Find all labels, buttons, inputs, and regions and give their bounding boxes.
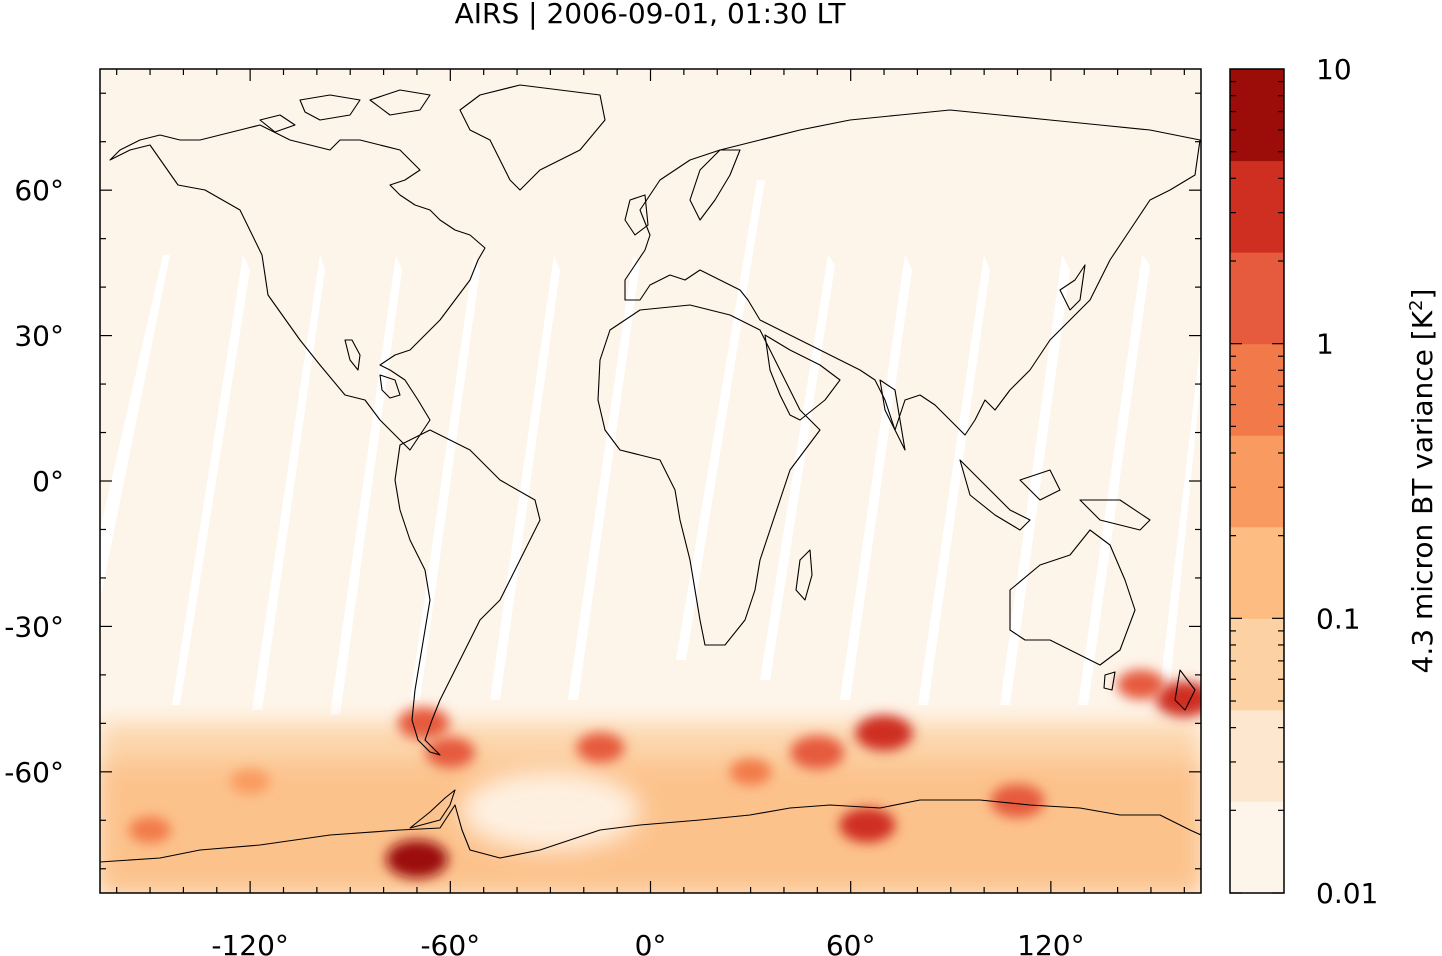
y-tick-label: -60° — [4, 756, 64, 789]
swath-gap — [330, 255, 402, 715]
colorbar-segment — [1230, 69, 1284, 162]
x-tick-label: 120° — [1017, 929, 1084, 956]
coastline-india — [879, 379, 906, 451]
colorbar-segment — [1230, 618, 1284, 711]
colorbar-segment — [1230, 435, 1284, 528]
map-plot-area — [100, 69, 1201, 893]
colorbar-segment — [1230, 526, 1284, 619]
y-tick-labels: 60° 30° 0° -30° -60° — [4, 174, 64, 789]
colorbar-ticks — [1230, 80, 1284, 894]
coastline-british-isles — [624, 194, 649, 236]
swath-gap — [1158, 340, 1201, 705]
swath-gap — [490, 255, 560, 700]
coastline-north-america — [109, 124, 486, 451]
coastline-new-zealand — [1174, 669, 1196, 711]
y-tick-label: 60° — [14, 174, 64, 207]
variance-hotspot — [790, 735, 845, 770]
coastline-antarctic-peninsula — [409, 789, 456, 829]
coastline-eurasia — [624, 109, 1201, 436]
x-tick-labels: -120° -60° 0° 60° 120° — [211, 929, 1084, 956]
variance-hotspot — [1116, 669, 1165, 700]
y-tick-label: 0° — [32, 465, 64, 498]
variance-hotspot — [425, 736, 476, 768]
swath-gap — [840, 255, 912, 700]
y-tick-label: -30° — [4, 610, 64, 643]
colorbar-segment — [1230, 801, 1284, 894]
variance-hotspot — [839, 807, 896, 843]
colorbar-tick-label: 0.01 — [1316, 877, 1378, 910]
colorbar-segment — [1230, 709, 1284, 802]
colorbar — [1230, 69, 1284, 894]
coastline-antarctica — [100, 799, 1201, 863]
colorbar-frame — [1229, 68, 1285, 894]
colorbar-segment — [1230, 343, 1284, 436]
colorbar-tick-label: 0.1 — [1316, 602, 1361, 635]
coastline-arabia — [764, 334, 841, 421]
coastline-greenland — [459, 84, 606, 191]
coastline-australia — [1009, 529, 1136, 666]
swath-gap — [918, 255, 990, 705]
variance-hotspot — [129, 816, 172, 844]
variance-hotspot — [1155, 681, 1201, 717]
y-tick-label: 30° — [14, 320, 64, 353]
variance-hotspot — [990, 784, 1045, 818]
map-title: AIRS | 2006-09-01, 01:30 LT — [455, 0, 847, 30]
variance-hotspot — [230, 768, 271, 795]
variance-hotspot — [729, 758, 772, 786]
axis-ticks — [100, 69, 1201, 893]
variance-band — [100, 762, 1201, 893]
colorbar-label: 4.3 micron BT variance [K2] — [1406, 289, 1439, 674]
swath-gap — [172, 255, 250, 705]
coastline-florida — [344, 339, 361, 371]
x-tick-label: -60° — [420, 929, 480, 956]
x-tick-label: 0° — [635, 929, 667, 956]
coastline-south-america — [394, 429, 541, 756]
colorbar-tick-label: 1 — [1316, 328, 1334, 361]
variance-calm-region — [460, 770, 641, 851]
colorbar-tick-labels: 10 1 0.1 0.01 — [1316, 53, 1378, 910]
coastline-yucatan — [379, 374, 401, 399]
swath-gaps — [100, 180, 1201, 823]
coastline-madagascar — [795, 549, 813, 601]
colorbar-tick-label: 10 — [1316, 53, 1352, 86]
colorbar-segment — [1230, 252, 1284, 345]
variance-field — [100, 669, 1201, 893]
coastline-tasmania — [1103, 671, 1116, 691]
swath-gap — [252, 255, 325, 710]
colorbar-segment — [1230, 160, 1284, 253]
swath-gap — [568, 255, 640, 700]
colorbar-label-superscript: 2 — [1406, 299, 1427, 310]
swath-gap — [1000, 255, 1070, 705]
coastline-africa — [597, 304, 821, 646]
swath-gap — [676, 180, 765, 660]
swath-gap — [1078, 255, 1150, 705]
coastline-scandinavia — [689, 149, 741, 221]
swath-gap — [760, 255, 835, 680]
variance-hotspot — [397, 707, 450, 740]
variance-hotspot — [385, 839, 448, 879]
coastline-arctic-islands — [259, 89, 431, 133]
swath-gap — [100, 255, 170, 600]
variance-hotspot — [855, 715, 913, 751]
coastlines — [100, 84, 1201, 863]
swath-gap — [410, 255, 480, 700]
coastline-japan — [1059, 264, 1086, 311]
variance-hotspot — [576, 732, 625, 763]
coastline-indonesia — [959, 459, 1151, 531]
x-tick-label: 60° — [826, 929, 876, 956]
x-tick-label: -120° — [211, 929, 289, 956]
